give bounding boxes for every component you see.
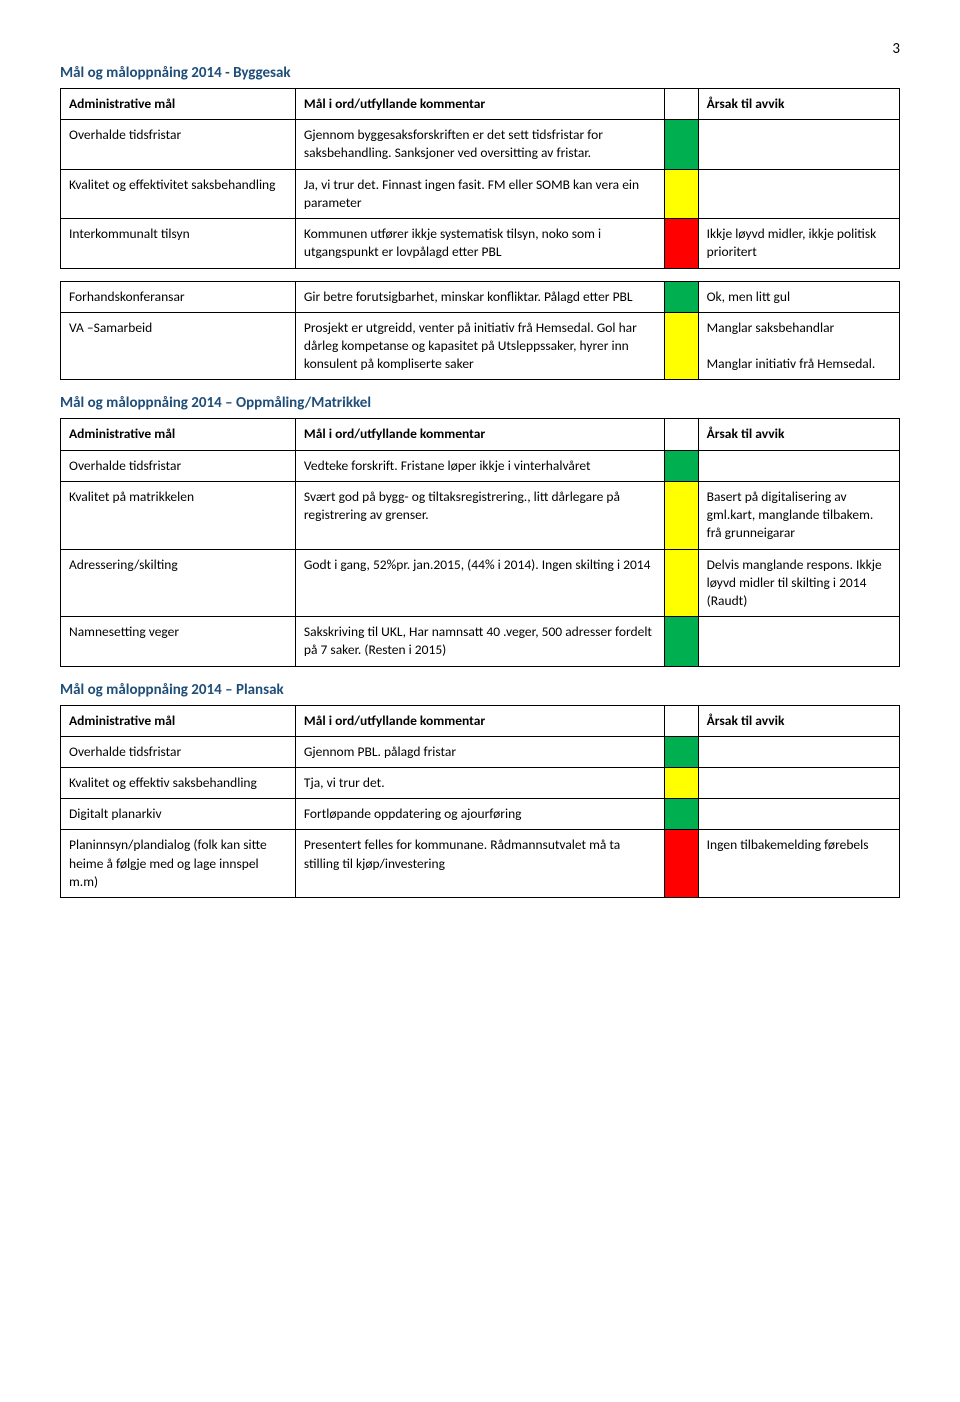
cell-reason: Delvis manglande respons. Ikkje løyvd mi…: [698, 549, 899, 617]
table-row: Kvalitet og effektivitet saksbehandling …: [61, 169, 900, 218]
cell-status: [665, 312, 699, 380]
header-cell: Administrative mål: [61, 705, 296, 736]
cell-comment: Svært god på bygg- og tiltaksregistrerin…: [295, 481, 664, 549]
header-cell: Årsak til avvik: [698, 705, 899, 736]
cell-reason: [698, 617, 899, 666]
table-oppmaling: Administrative mål Mål i ord/utfyllande …: [60, 418, 900, 666]
cell-status: [665, 549, 699, 617]
cell-status: [665, 736, 699, 767]
table-header-row: Administrative mål Mål i ord/utfyllande …: [61, 89, 900, 120]
cell-label: Digitalt planarkiv: [61, 799, 296, 830]
cell-status: [665, 169, 699, 218]
cell-comment: Vedteke forskrift. Fristane løper ikkje …: [295, 450, 664, 481]
cell-status: [665, 281, 699, 312]
cell-comment: Gjennom byggesaksforskriften er det sett…: [295, 120, 664, 169]
cell-reason: [698, 736, 899, 767]
cell-status: [665, 450, 699, 481]
table-row: Overhalde tidsfristar Vedteke forskrift.…: [61, 450, 900, 481]
table-row: Overhalde tidsfristar Gjennom PBL. pålag…: [61, 736, 900, 767]
cell-label: Kvalitet på matrikkelen: [61, 481, 296, 549]
cell-label: Kvalitet og effektiv saksbehandling: [61, 768, 296, 799]
cell-reason: [698, 450, 899, 481]
cell-comment: Kommunen utfører ikkje systematisk tilsy…: [295, 219, 664, 268]
cell-label: Interkommunalt tilsyn: [61, 219, 296, 268]
cell-comment: Tja, vi trur det.: [295, 768, 664, 799]
table-row: Namnesetting veger Sakskriving til UKL, …: [61, 617, 900, 666]
table-row: Kvalitet og effektiv saksbehandling Tja,…: [61, 768, 900, 799]
cell-reason: Basert på digitalisering av gml.kart, ma…: [698, 481, 899, 549]
header-cell: Administrative mål: [61, 419, 296, 450]
cell-status: [665, 481, 699, 549]
cell-reason: [698, 169, 899, 218]
cell-comment: Godt i gang, 52%pr. jan.2015, (44% i 201…: [295, 549, 664, 617]
section-heading: Mål og måloppnåing 2014 – Oppmåling/Matr…: [60, 394, 900, 412]
cell-label: Namnesetting veger: [61, 617, 296, 666]
header-cell: Årsak til avvik: [698, 419, 899, 450]
header-cell: Mål i ord/utfyllande kommentar: [295, 705, 664, 736]
header-cell: Årsak til avvik: [698, 89, 899, 120]
table-plansak: Administrative mål Mål i ord/utfyllande …: [60, 705, 900, 899]
cell-comment: Prosjekt er utgreidd, venter på initiati…: [295, 312, 664, 380]
table-row: Interkommunalt tilsyn Kommunen utfører i…: [61, 219, 900, 268]
table-row: Digitalt planarkiv Fortløpande oppdateri…: [61, 799, 900, 830]
cell-comment: Fortløpande oppdatering og ajourføring: [295, 799, 664, 830]
table-header-row: Administrative mål Mål i ord/utfyllande …: [61, 419, 900, 450]
cell-label: Forhandskonferansar: [61, 281, 296, 312]
table-byggesak: Administrative mål Mål i ord/utfyllande …: [60, 88, 900, 269]
cell-label: Adressering/skilting: [61, 549, 296, 617]
table-row: Forhandskonferansar Gir betre forutsigba…: [61, 281, 900, 312]
cell-comment: Gir betre forutsigbarhet, minskar konfli…: [295, 281, 664, 312]
section-heading: Mål og måloppnåing 2014 – Plansak: [60, 681, 900, 699]
cell-status: [665, 120, 699, 169]
header-cell: Mål i ord/utfyllande kommentar: [295, 419, 664, 450]
cell-label: Planinnsyn/plandialog (folk kan sitte he…: [61, 830, 296, 898]
table-row: VA –Samarbeid Prosjekt er utgreidd, vent…: [61, 312, 900, 380]
cell-label: Overhalde tidsfristar: [61, 450, 296, 481]
cell-status: [665, 617, 699, 666]
table-row: Overhalde tidsfristar Gjennom byggesaksf…: [61, 120, 900, 169]
cell-label: Overhalde tidsfristar: [61, 736, 296, 767]
table-row: Adressering/skilting Godt i gang, 52%pr.…: [61, 549, 900, 617]
header-cell: [665, 419, 699, 450]
cell-reason: [698, 799, 899, 830]
cell-status: [665, 830, 699, 898]
header-cell: Administrative mål: [61, 89, 296, 120]
cell-reason: [698, 768, 899, 799]
cell-reason: Ikkje løyvd midler, ikkje politisk prior…: [698, 219, 899, 268]
header-cell: Mål i ord/utfyllande kommentar: [295, 89, 664, 120]
cell-comment: Ja, vi trur det. Finnast ingen fasit. FM…: [295, 169, 664, 218]
cell-comment: Sakskriving til UKL, Har namnsatt 40 .ve…: [295, 617, 664, 666]
cell-comment: Gjennom PBL. pålagd fristar: [295, 736, 664, 767]
page-number: 3: [60, 40, 900, 58]
cell-reason: Ingen tilbakemelding førebels: [698, 830, 899, 898]
table-header-row: Administrative mål Mål i ord/utfyllande …: [61, 705, 900, 736]
table-row: Kvalitet på matrikkelen Svært god på byg…: [61, 481, 900, 549]
cell-status: [665, 799, 699, 830]
cell-reason: Ok, men litt gul: [698, 281, 899, 312]
cell-label: VA –Samarbeid: [61, 312, 296, 380]
cell-status: [665, 219, 699, 268]
section-heading: Mål og måloppnåing 2014 - Byggesak: [60, 64, 900, 82]
cell-label: Overhalde tidsfristar: [61, 120, 296, 169]
cell-reason: [698, 120, 899, 169]
cell-comment: Presentert felles for kommunane. Rådmann…: [295, 830, 664, 898]
cell-reason: Manglar saksbehandlar Manglar initiativ …: [698, 312, 899, 380]
cell-label: Kvalitet og effektivitet saksbehandling: [61, 169, 296, 218]
table-byggesak-2: Forhandskonferansar Gir betre forutsigba…: [60, 281, 900, 381]
table-row: Planinnsyn/plandialog (folk kan sitte he…: [61, 830, 900, 898]
header-cell: [665, 89, 699, 120]
cell-status: [665, 768, 699, 799]
header-cell: [665, 705, 699, 736]
